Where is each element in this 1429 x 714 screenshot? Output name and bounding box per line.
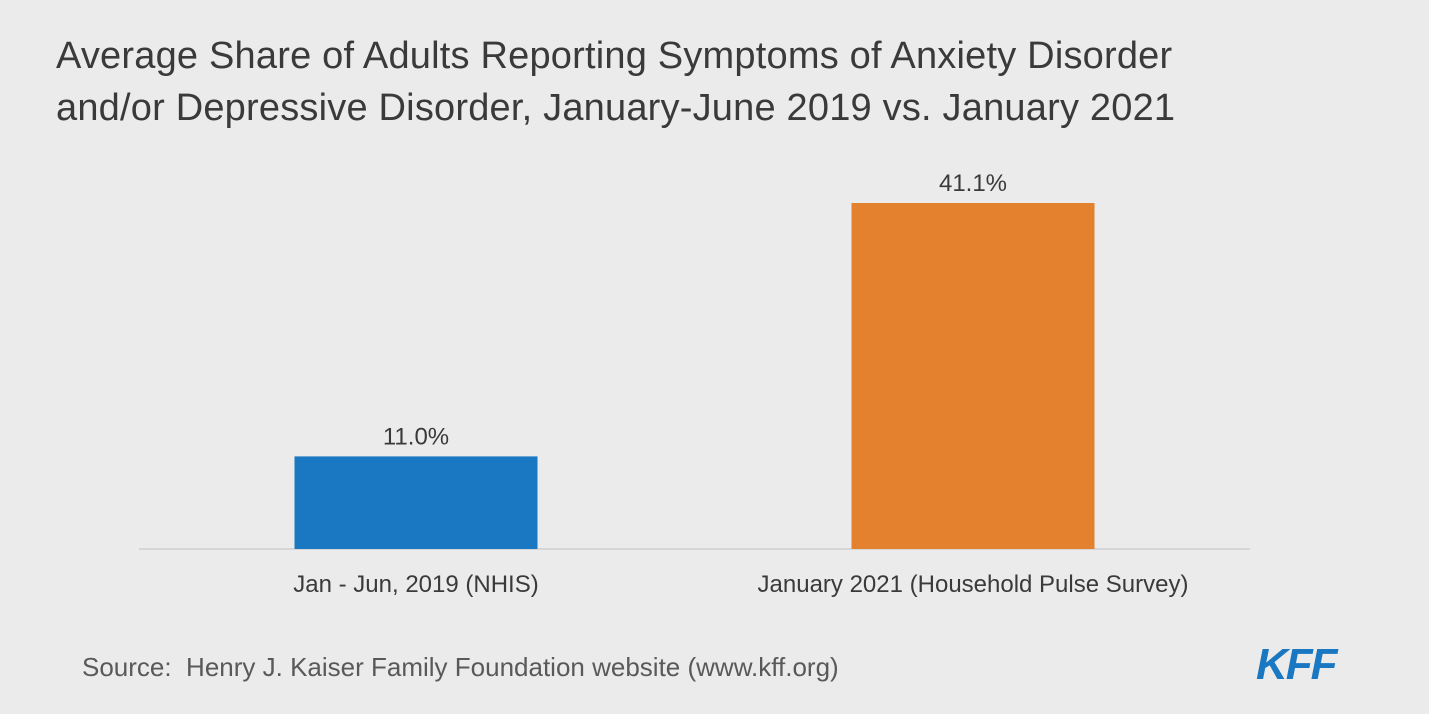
category-label-1: January 2021 (Household Pulse Survey) (758, 571, 1189, 598)
kff-logo: KFF (1256, 640, 1338, 689)
chart-title: Average Share of Adults Reporting Sympto… (56, 35, 1176, 129)
category-label-0: Jan - Jun, 2019 (NHIS) (293, 571, 538, 598)
data-label-0: 11.0% (383, 423, 449, 450)
data-label-1: 41.1% (939, 170, 1007, 197)
source-note: Source: Henry J. Kaiser Family Foundatio… (82, 652, 839, 682)
bar-1 (851, 203, 1095, 549)
bar-0 (294, 456, 538, 549)
